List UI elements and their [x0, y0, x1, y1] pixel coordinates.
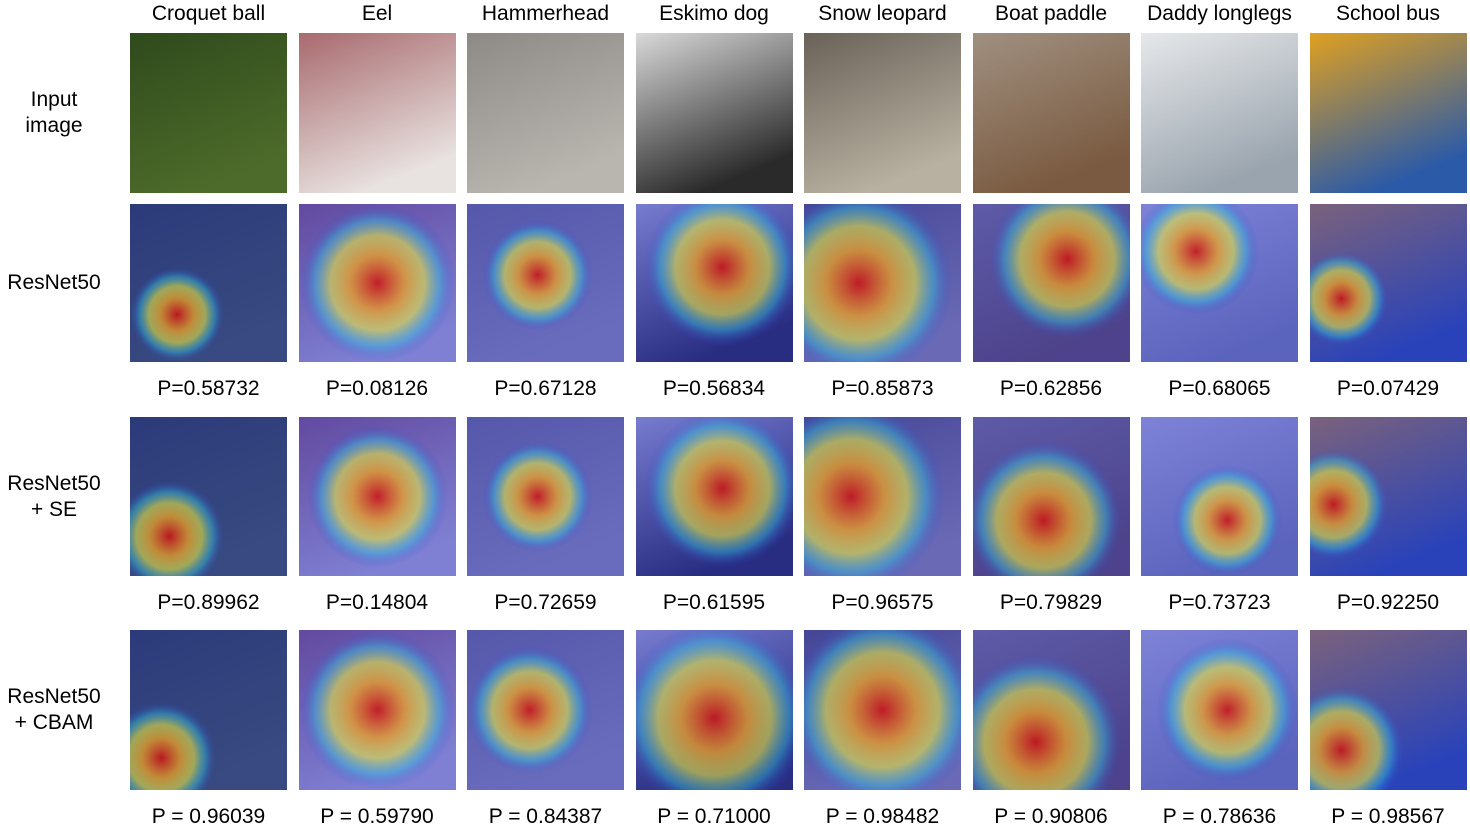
probability: P = 0.96039 [151, 805, 266, 828]
column-header: Eskimo dog [659, 2, 769, 25]
column-header: Croquet ball [151, 2, 266, 25]
probability: P=0.79829 [999, 591, 1103, 614]
input-image [467, 33, 624, 193]
column-header: Eel [361, 2, 393, 25]
probability: P=0.96575 [831, 591, 934, 614]
probability: P=0.56834 [662, 377, 766, 400]
probability: P=0.61595 [662, 591, 766, 614]
probability: P=0.14804 [325, 591, 429, 614]
attention-map [804, 417, 961, 576]
attention-map [130, 204, 287, 362]
attention-map [130, 630, 287, 790]
input-image [130, 33, 287, 193]
row-label-line: ResNet50 [7, 685, 101, 708]
attention-map [1141, 204, 1298, 362]
attention-map [467, 417, 624, 576]
attention-map [467, 630, 624, 790]
row-label: ResNet50 [0, 270, 108, 296]
row-label-line: image [25, 114, 83, 137]
attention-map [804, 204, 961, 362]
input-image [298, 33, 456, 193]
probability: P = 0.78636 [1162, 805, 1277, 828]
row-label-line: + CBAM [14, 711, 94, 734]
probability: P = 0.90806 [994, 805, 1108, 828]
probability: P=0.08126 [325, 377, 429, 400]
probability: P = 0.98482 [825, 805, 940, 828]
attention-map [972, 630, 1130, 790]
probability: P=0.89962 [157, 591, 260, 614]
attention-map [1141, 417, 1298, 576]
attention-map [467, 204, 624, 362]
row-label: ResNet50 + CBAM [0, 684, 108, 736]
probability: P = 0.98567 [1331, 805, 1445, 828]
probability: P = 0.84387 [488, 805, 603, 828]
probability: P=0.73723 [1168, 591, 1271, 614]
input-image [1141, 33, 1298, 193]
attention-map [972, 204, 1130, 362]
attention-map [1309, 204, 1467, 362]
probability: P=0.92250 [1336, 591, 1440, 614]
probability: P=0.85873 [831, 377, 934, 400]
probability: P=0.58732 [157, 377, 260, 400]
column-header: Daddy longlegs [1147, 2, 1292, 25]
attention-map [298, 417, 456, 576]
probability: P=0.67128 [494, 377, 597, 400]
probability: P=0.68065 [1168, 377, 1271, 400]
attention-map [298, 630, 456, 790]
row-label-line: ResNet50 [7, 471, 101, 495]
attention-map [130, 417, 287, 576]
probability: P=0.72659 [494, 591, 597, 614]
attention-map [635, 417, 793, 576]
input-image [635, 33, 793, 193]
attention-map [635, 204, 793, 362]
row-label: ResNet50 + SE [0, 471, 108, 523]
probability: P=0.07429 [1336, 377, 1440, 400]
column-header: School bus [1336, 2, 1440, 25]
attention-map [972, 417, 1130, 576]
probability: P = 0.71000 [657, 805, 771, 828]
attention-map [1309, 417, 1467, 576]
row-label-line: ResNet50 [7, 271, 101, 294]
column-header: Boat paddle [994, 2, 1108, 25]
attention-map [635, 630, 793, 790]
probability: P = 0.59790 [320, 805, 434, 828]
attention-map [1309, 630, 1467, 790]
input-image [972, 33, 1130, 193]
column-header: Hammerhead [481, 2, 610, 25]
input-image [804, 33, 961, 193]
row-label-line: + SE [30, 497, 78, 521]
column-header: Snow leopard [818, 2, 947, 25]
row-label-line: Input [30, 88, 78, 111]
attention-map [1141, 630, 1298, 790]
row-label: Input image [0, 87, 108, 139]
attention-map [298, 204, 456, 362]
probability: P=0.62856 [999, 377, 1103, 400]
attention-map [804, 630, 961, 790]
input-image [1309, 33, 1467, 193]
